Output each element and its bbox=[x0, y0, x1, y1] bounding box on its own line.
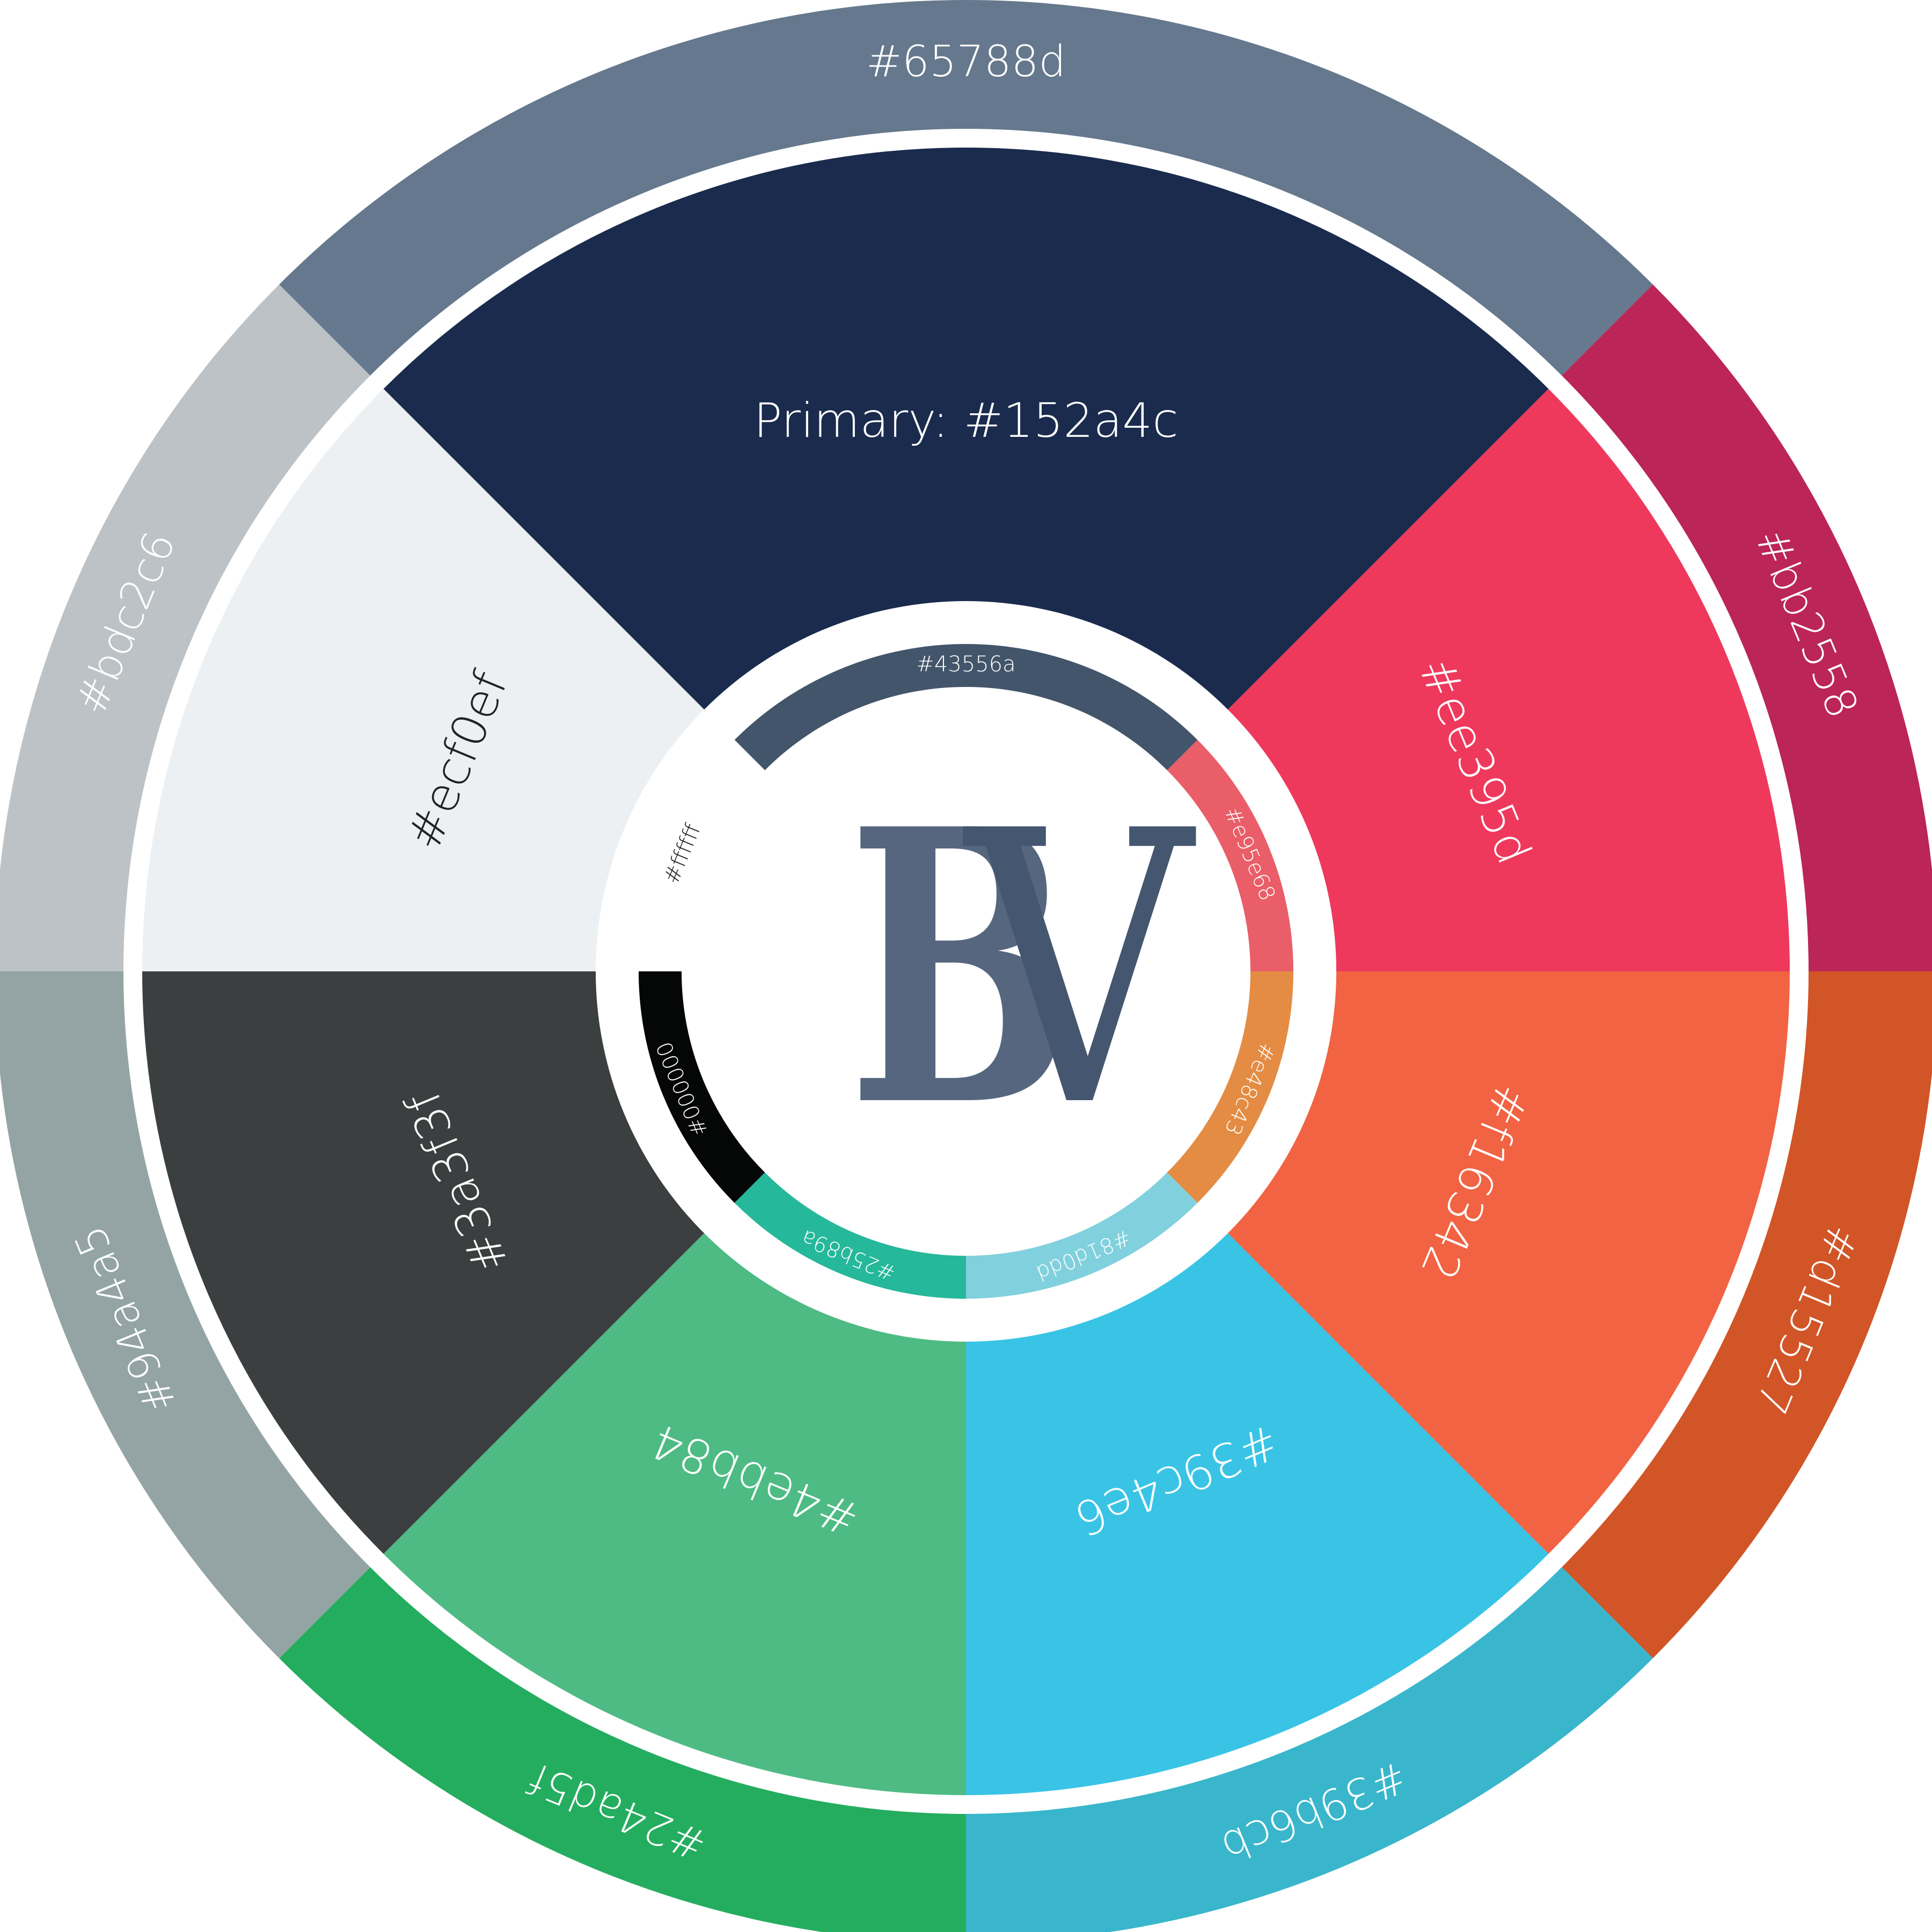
outer-segment-5 bbox=[0, 971, 370, 1658]
inner-segment-2 bbox=[1167, 971, 1293, 1203]
outer-segment-1 bbox=[1562, 284, 1932, 971]
inner-ring bbox=[639, 644, 1293, 1299]
outer-label-0: #65788d bbox=[866, 36, 1066, 86]
outer-segment-3 bbox=[966, 1567, 1653, 1932]
outer-segment-6 bbox=[0, 284, 370, 971]
middle-ring bbox=[142, 148, 1790, 1795]
logo-letter-v: V bbox=[961, 752, 1200, 1189]
inner-label-0: #43556a bbox=[916, 652, 1015, 677]
outer-segment-4 bbox=[279, 1567, 966, 1932]
center-disc bbox=[639, 644, 1293, 1299]
inner-segment-3 bbox=[966, 1172, 1198, 1299]
outer-segment-2 bbox=[1562, 971, 1932, 1658]
inner-segment-6 bbox=[639, 740, 765, 971]
middle-label-0: Primary: #152a4c bbox=[753, 393, 1178, 448]
outer-segment-0 bbox=[279, 0, 1653, 376]
inner-segment-1 bbox=[1167, 740, 1293, 971]
middle-segment-0 bbox=[383, 148, 1549, 972]
bv-logo: B V bbox=[848, 748, 1200, 1189]
inner-segment-5 bbox=[639, 971, 765, 1203]
inner-segment-0 bbox=[734, 644, 1198, 771]
logo-letter-b: B bbox=[848, 748, 1073, 1189]
inner-segment-4 bbox=[734, 1172, 966, 1299]
